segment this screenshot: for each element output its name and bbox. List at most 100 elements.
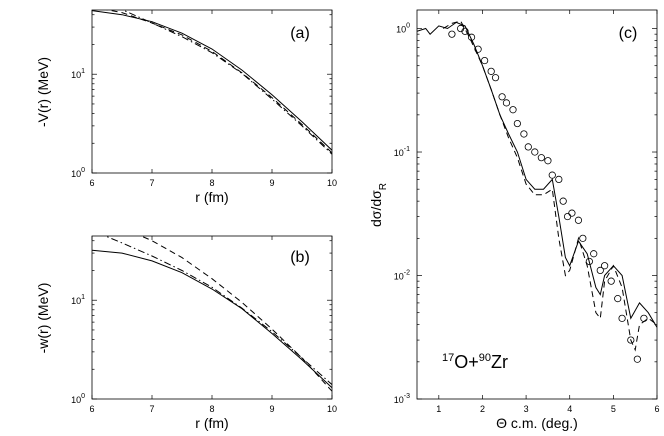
panel-c-data-point: [531, 148, 539, 156]
panel-c-ticks: [417, 10, 658, 400]
reaction-mass-1: 17: [442, 352, 454, 364]
tick-exponent: 0: [406, 23, 410, 30]
reaction-element-1: O+: [454, 352, 479, 372]
panel-b-dash-dot-line: [104, 236, 332, 385]
tick-exponent: -2: [404, 270, 410, 277]
panel-a-dashed-line: [105, 10, 332, 154]
panel-c-data-point: [487, 67, 495, 75]
panel-a-x-label: r (fm): [195, 189, 228, 205]
panel-a-x-tick-labels: 6 7 8 9 10: [89, 178, 337, 188]
tick-base: 10: [71, 70, 81, 80]
panel-c-data-point: [585, 257, 593, 266]
panel-c-data-point: [481, 56, 489, 65]
panel-c-x-tick-label: 1: [436, 404, 441, 414]
panel-c-data-point: [579, 234, 587, 242]
panel-c-data-point: [544, 157, 552, 165]
panel-c-data-point: [627, 336, 635, 344]
panel-c-data-point: [548, 171, 556, 179]
panel-c-data-point: [555, 175, 563, 184]
panel-c-data-point: [509, 106, 517, 114]
panel-b-solid-line: [92, 249, 332, 389]
tick-exponent: 1: [81, 68, 85, 75]
panel-c-x-tick-label: 5: [611, 404, 616, 414]
panel-c-x-tick-label: 3: [524, 404, 529, 414]
panel-b-curves: [92, 236, 332, 392]
panel-c-data-point: [596, 266, 604, 274]
panel-c-y-tick-label: 100: [396, 23, 410, 35]
panel-a-x-tick-label: 7: [149, 178, 154, 188]
panel-c-y-tick-label: 10-1: [394, 146, 410, 158]
panel-a-y-tick-label: 100: [71, 167, 85, 179]
panel-c-data-point: [563, 212, 572, 221]
panel-c-data-point: [618, 314, 626, 322]
panel-c-dashed-line: [442, 20, 657, 352]
panel-a-solid-line: [92, 10, 332, 151]
tick-base: 10: [71, 296, 81, 306]
reaction-annotation: 17O+90Zr: [442, 352, 508, 372]
panel-c-data-point: [568, 209, 576, 217]
tick-base: 10: [396, 25, 406, 35]
tick-base: 10: [71, 169, 81, 179]
panel-c-x-label: Θ c.m. (deg.): [496, 415, 578, 431]
panel-a-dash-dot-line: [121, 10, 332, 155]
tick-exponent: 1: [81, 294, 85, 301]
panel-c-data-point: [601, 262, 609, 270]
panel-c-x-tick-label: 6: [654, 404, 659, 414]
panel-c-data-point: [513, 119, 521, 128]
tick-base: 10: [394, 272, 404, 282]
panel-a-curves: [92, 10, 332, 155]
panel-a-x-tick-label: 6: [89, 178, 94, 188]
panel-c-x-tick-label: 4: [567, 404, 572, 414]
panel-c-axes: [416, 9, 658, 400]
panel-a-y-tick-label: 101: [71, 68, 85, 80]
panel-c-y-label: dσ/dσR: [368, 183, 389, 227]
panel-c-data-point: [448, 30, 456, 38]
panel-c-data-point: [633, 355, 641, 363]
panel-c-data-point: [467, 33, 476, 41]
panel-a-x-tick-label: 8: [209, 178, 214, 188]
panel-b-x-label: r (fm): [195, 415, 228, 431]
panel-b-x-tick-label: 9: [269, 404, 274, 414]
panel-a-label: (a): [290, 25, 310, 42]
panel-c-data-point: [559, 197, 567, 205]
panel-c-x-tick-label: 2: [480, 404, 485, 414]
panel-c-y-tick-label: 10-2: [394, 270, 410, 282]
panel-c-x-tick-labels: 1 2 3 4 5 6: [436, 404, 659, 414]
panel-b-x-tick-labels: 6 7 8 9 10: [89, 404, 337, 414]
panel-b-y-tick-label: 100: [71, 393, 85, 405]
reaction-mass-2: 90: [479, 352, 491, 364]
tick-exponent: 0: [81, 393, 85, 400]
panel-c-data-point: [640, 314, 648, 322]
panel-b-y-tick-label: 101: [71, 294, 85, 306]
panel-a-y-label: -V(r) (MeV): [35, 57, 51, 127]
tick-exponent: -3: [404, 393, 410, 400]
panel-c-data-point: [491, 74, 500, 82]
panel-c-data-point: [607, 277, 615, 285]
panel-c-data-point: [574, 216, 583, 224]
panel-c-data-point: [614, 295, 622, 303]
panel-c-data-point: [537, 154, 545, 162]
panel-c-y-label-sub: R: [378, 183, 389, 190]
panel-b-x-tick-label: 6: [89, 404, 94, 414]
panel-c-solid-line: [417, 21, 657, 328]
reaction-element-2: Zr: [491, 352, 508, 372]
panel-b-y-label: -w(r) (MeV): [35, 283, 51, 354]
tick-exponent: -1: [404, 146, 410, 153]
tick-base: 10: [394, 395, 404, 405]
panel-b-ticks: [91, 236, 333, 400]
panel-c-data-point: [498, 93, 506, 101]
panel-b-x-tick-label: 8: [209, 404, 214, 414]
panel-a-x-tick-label: 10: [327, 178, 337, 188]
tick-exponent: 0: [81, 167, 85, 174]
panel-a-x-tick-label: 9: [269, 178, 274, 188]
panel-c-label: (c): [619, 25, 638, 42]
panel-b-x-tick-label: 10: [327, 404, 337, 414]
panel-c-y-label-main: dσ/dσ: [368, 190, 384, 227]
